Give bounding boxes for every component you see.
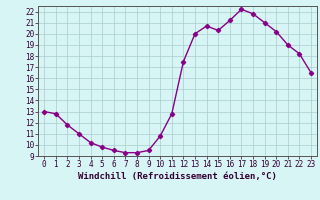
X-axis label: Windchill (Refroidissement éolien,°C): Windchill (Refroidissement éolien,°C) bbox=[78, 172, 277, 181]
